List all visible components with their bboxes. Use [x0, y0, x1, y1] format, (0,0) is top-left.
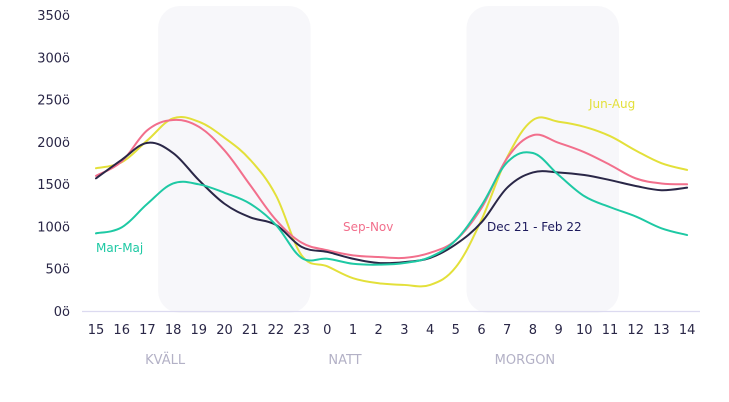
x-tick-label: 19 [191, 323, 208, 338]
period-label: MORGON [495, 353, 556, 368]
x-tick-label: 13 [653, 323, 670, 338]
x-tick-label: 16 [113, 323, 130, 338]
x-tick-label: 7 [503, 323, 511, 338]
x-tick-label: 23 [293, 323, 310, 338]
series-line-mar-maj [95, 151, 689, 266]
x-tick-label: 20 [216, 323, 233, 338]
y-tick-label: 350ö [37, 9, 70, 24]
y-tick-label: 250ö [37, 94, 70, 109]
series-line-sep-nov [95, 118, 689, 260]
y-tick-label: 150ö [37, 178, 70, 193]
x-tick-label: 0 [323, 323, 331, 338]
x-tick-label: 8 [529, 323, 537, 338]
x-tick-label: 14 [679, 323, 696, 338]
series-label: Dec 21 - Feb 22 [487, 220, 582, 234]
y-tick-label: 300ö [37, 51, 70, 66]
period-bands [158, 6, 619, 313]
y-tick-label: 50ö [46, 263, 71, 278]
x-tick-label: 17 [139, 323, 156, 338]
period-band-kväll [158, 6, 311, 313]
y-tick-label: 100ö [37, 220, 70, 235]
x-tick-label: 6 [477, 323, 485, 338]
x-tick-label: 15 [88, 323, 105, 338]
series-line-dec-21-feb-22 [95, 141, 689, 265]
x-tick-label: 3 [400, 323, 408, 338]
x-tick-label: 21 [242, 323, 259, 338]
x-tick-label: 4 [426, 323, 434, 338]
x-tick-label: 2 [375, 323, 383, 338]
series-lines [95, 115, 689, 288]
x-tick-label: 12 [627, 323, 644, 338]
x-tick-label: 9 [554, 323, 562, 338]
y-tick-label: 200ö [37, 136, 70, 151]
period-label: NATT [328, 353, 361, 368]
series-label: Mar-Maj [96, 241, 143, 255]
x-tick-label: 11 [602, 323, 619, 338]
series-labels: Jun-Aug Sep-Nov Dec 21 - Feb 22 Mar-Maj [96, 97, 635, 255]
x-tick-label: 10 [576, 323, 593, 338]
x-axis-ticks: 15 16 17 18 19 20 21 22 23 0 1 2 3 4 5 6 7 8 9 10 11 12 13 14 [88, 323, 696, 338]
x-tick-label: 22 [268, 323, 285, 338]
period-labels: KVÄLL NATT MORGON [145, 352, 555, 368]
x-tick-label: 5 [452, 323, 460, 338]
series-label: Jun-Aug [588, 97, 635, 111]
y-tick-label: 0ö [54, 305, 70, 320]
series-line-jun-aug [95, 115, 689, 288]
x-tick-label: 1 [349, 323, 357, 338]
y-axis-ticks: 0ö 50ö 100ö 150ö 200ö 250ö 300ö 350ö [37, 9, 70, 320]
period-label: KVÄLL [145, 352, 186, 368]
series-label: Sep-Nov [343, 220, 393, 234]
x-tick-label: 18 [165, 323, 182, 338]
